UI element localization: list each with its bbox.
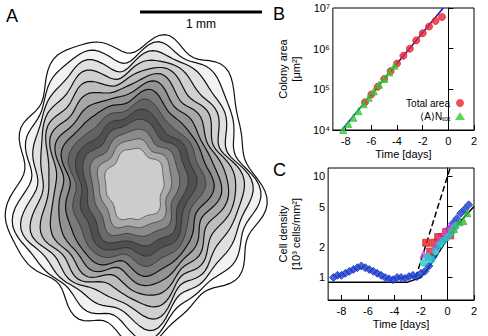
svg-text:2: 2 [319,241,325,253]
svg-text:5: 5 [319,201,325,213]
svg-text:-8: -8 [337,305,347,317]
svg-text:2: 2 [471,135,477,147]
svg-text:0: 0 [444,305,450,317]
svg-text:⟨A⟩Nₜₒₜ: ⟨A⟩Nₜₒₜ [420,111,451,122]
svg-text:-8: -8 [341,135,351,147]
svg-text:-4: -4 [390,305,400,317]
svg-text:Time [days]: Time [days] [373,318,429,330]
svg-text:10⁶: 10⁶ [313,43,330,55]
svg-text:Cell density: Cell density [277,205,289,262]
svg-text:10: 10 [313,170,325,182]
svg-text:[10³ cells/mm²]: [10³ cells/mm²] [290,198,302,270]
svg-text:10⁴: 10⁴ [313,124,330,136]
svg-text:[μm²]: [μm²] [290,56,302,81]
svg-text:Time [days]: Time [days] [375,148,431,160]
svg-text:1 mm: 1 mm [186,17,216,31]
svg-text:Total area: Total area [406,98,450,109]
svg-text:Colony area: Colony area [277,38,289,98]
svg-text:A: A [6,6,18,26]
svg-text:-4: -4 [392,135,402,147]
svg-text:-6: -6 [366,135,376,147]
svg-text:C: C [273,160,286,180]
svg-text:-2: -2 [418,135,428,147]
svg-text:2: 2 [471,305,477,317]
svg-text:10⁵: 10⁵ [313,83,330,95]
svg-text:-6: -6 [363,305,373,317]
svg-text:10⁷: 10⁷ [314,2,330,14]
svg-text:B: B [273,4,285,24]
svg-text:0: 0 [445,135,451,147]
svg-text:1: 1 [319,271,325,283]
svg-text:-2: -2 [416,305,426,317]
